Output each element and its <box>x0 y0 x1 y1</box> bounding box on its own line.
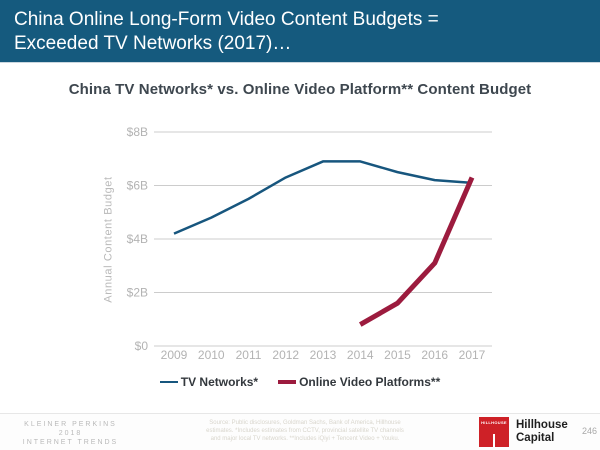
hillhouse-logo-icon: HILLHOUSE <box>479 417 509 447</box>
y-tick-$0: $0 <box>135 339 149 353</box>
line-chart: $0 $2B $4B $6B $8B 2009 2010 2011 2012 2013 2014 20… <box>127 125 492 362</box>
y-tick-$8B: $8B <box>127 125 148 139</box>
x-tick-2009: 2009 <box>161 348 188 362</box>
source-line-1: Source: Public disclosures, Goldman Sach… <box>209 420 401 426</box>
source-line-2: estimates. *Includes estimates from CCTV… <box>206 428 404 434</box>
hillhouse-name-line-1: Hillhouse <box>516 419 568 431</box>
brand-line-3: INTERNET TRENDS <box>22 439 119 446</box>
legend-item: TV Networks* <box>159 375 259 389</box>
x-tick-2014: 2014 <box>347 348 374 362</box>
kleiner-perkins-brand: KLEINER PERKINS 2018 INTERNET TRENDS <box>8 420 133 447</box>
hillhouse-capital-wordmark: Hillhouse Capital <box>516 419 568 444</box>
page-number: 246 <box>582 426 598 436</box>
legend-label: TV Networks* <box>180 375 259 389</box>
x-tick-2016: 2016 <box>421 348 448 362</box>
x-tick-2013: 2013 <box>310 348 337 362</box>
source-note: Source: Public disclosures, Goldman Sach… <box>183 419 427 443</box>
y-axis-title: Annual Content Budget <box>102 176 115 303</box>
legend-line-swatch <box>278 380 297 384</box>
online-video-platforms-line <box>359 176 475 327</box>
slide-title-line-1: China Online Long-Form Video Content Bud… <box>14 9 439 30</box>
x-tick-2017: 2017 <box>459 348 486 362</box>
slide-footer: KLEINER PERKINS 2018 INTERNET TRENDS Sou… <box>0 413 600 450</box>
x-tick-2010: 2010 <box>198 348 225 362</box>
hillhouse-logo-bar <box>493 434 495 447</box>
slide-header: China Online Long-Form Video Content Bud… <box>0 0 600 63</box>
y-tick-$4B: $4B <box>127 232 148 246</box>
x-tick-2011: 2011 <box>236 348 262 362</box>
tv-networks-line <box>173 160 473 235</box>
source-line-3: and major local TV networks. **Includes … <box>210 436 400 442</box>
chart-area: Annual Content Budget $0 $2B $4B $6B $8B 2009… <box>80 118 520 368</box>
hillhouse-logo-text: HILLHOUSE <box>481 420 507 425</box>
chart-legend: TV Networks* Online Video Platforms** <box>0 373 600 391</box>
x-tick-2012: 2012 <box>272 348 299 362</box>
hillhouse-name-line-2: Capital <box>516 431 555 444</box>
slide-title-line-2: Exceeded TV Networks (2017)… <box>14 33 292 54</box>
brand-line-1: KLEINER PERKINS <box>24 421 117 428</box>
brand-line-2: 2018 <box>58 430 83 437</box>
x-tick-2015: 2015 <box>384 348 411 362</box>
y-tick-$6B: $6B <box>127 179 148 193</box>
y-tick-$2B: $2B <box>127 286 148 300</box>
legend-item: Online Video Platforms** <box>278 375 440 389</box>
chart-title: China TV Networks* vs. Online Video Plat… <box>68 81 532 98</box>
legend-line-swatch <box>159 381 178 383</box>
legend-label: Online Video Platforms** <box>299 375 441 389</box>
